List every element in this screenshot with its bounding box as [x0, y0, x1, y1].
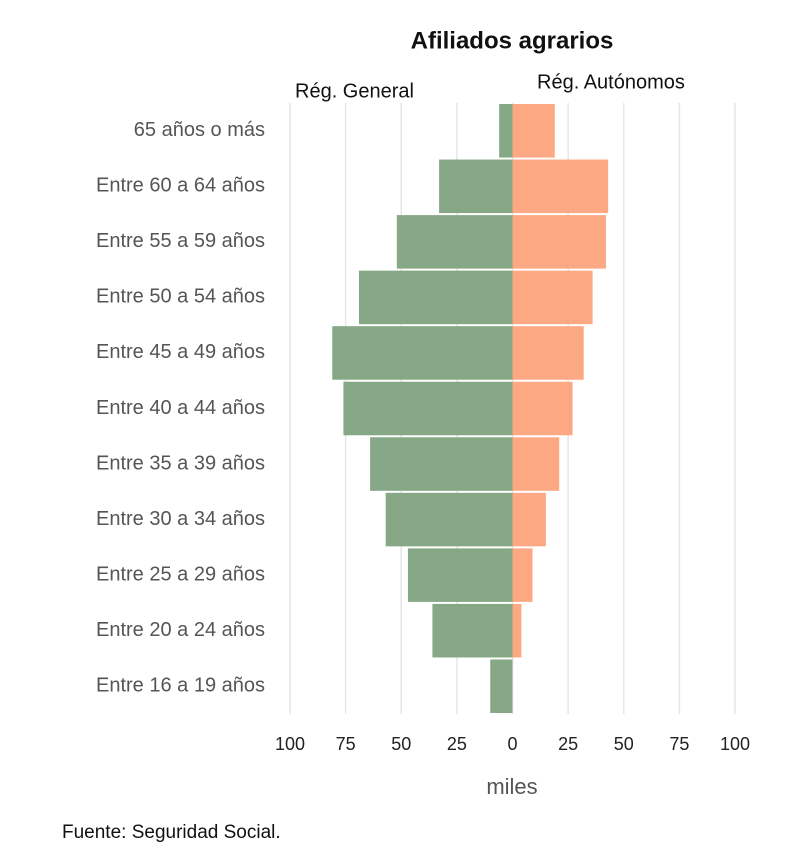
bar [512, 381, 573, 436]
x-tick-label: 100 [720, 734, 750, 754]
x-tick-label: 75 [669, 734, 689, 754]
category-label: Entre 45 a 49 años [96, 341, 265, 363]
bar [407, 548, 513, 602]
bar [499, 104, 513, 158]
bar [512, 104, 555, 158]
bar [490, 659, 513, 713]
category-label: Entre 30 a 34 años [96, 508, 265, 530]
series-label: Rég. Autónomos [537, 71, 685, 93]
x-tick-label: 75 [336, 734, 356, 754]
bar [332, 326, 513, 380]
bar [512, 270, 593, 325]
category-label: Entre 25 a 29 años [96, 563, 265, 585]
bar [512, 215, 606, 269]
bar [512, 603, 522, 658]
category-label: Entre 16 a 19 años [96, 675, 265, 697]
x-tick-label: 25 [447, 734, 467, 754]
x-axis-label: miles [486, 774, 537, 799]
bar [512, 326, 584, 380]
chart-title: Afiliados agrarios [411, 27, 614, 54]
category-label: Entre 20 a 24 años [96, 619, 265, 641]
series-label: Rég. General [295, 80, 414, 102]
bar [396, 215, 513, 269]
source-note: Fuente: Seguridad Social. [62, 822, 281, 843]
category-label: Entre 35 a 39 años [96, 452, 265, 474]
bar [343, 381, 513, 436]
category-label: Entre 55 a 59 años [96, 230, 265, 252]
x-tick-label: 25 [558, 734, 578, 754]
bar [512, 548, 533, 602]
x-tick-label: 0 [507, 734, 517, 754]
x-tick-label: 50 [614, 734, 634, 754]
bar [512, 159, 609, 214]
bar [385, 492, 513, 547]
bar [512, 492, 546, 547]
bar [432, 603, 513, 658]
category-label: Entre 60 a 64 años [96, 175, 265, 197]
category-label: Entre 50 a 54 años [96, 286, 265, 308]
bar [358, 270, 513, 325]
bar [439, 159, 513, 214]
category-label: 65 años o más [134, 119, 265, 141]
bar [370, 437, 513, 491]
category-label: Entre 40 a 44 años [96, 397, 265, 419]
bar [512, 437, 560, 491]
x-tick-label: 50 [391, 734, 411, 754]
x-tick-label: 100 [275, 734, 305, 754]
